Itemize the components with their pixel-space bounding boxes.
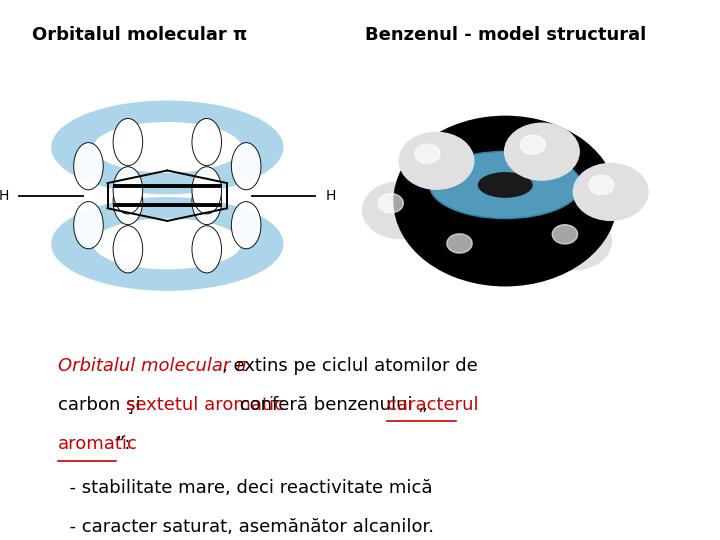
Ellipse shape (231, 201, 261, 249)
Text: - stabilitate mare, deci reactivitate mică: - stabilitate mare, deci reactivitate mi… (58, 479, 433, 497)
Text: aromatic: aromatic (58, 435, 138, 453)
Ellipse shape (113, 226, 143, 273)
Text: H: H (325, 188, 336, 202)
Text: conferă benzenului „: conferă benzenului „ (233, 396, 427, 414)
Ellipse shape (73, 201, 103, 249)
Text: carbon şi: carbon şi (58, 396, 147, 414)
Ellipse shape (192, 167, 222, 214)
Circle shape (589, 176, 614, 194)
Text: - caracter saturat, asemănător alcanilor.: - caracter saturat, asemănător alcanilor… (58, 518, 434, 536)
Text: Orbitalul molecular π: Orbitalul molecular π (32, 26, 247, 44)
Ellipse shape (231, 143, 261, 190)
Text: Orbitalul molecular π: Orbitalul molecular π (58, 356, 247, 375)
Circle shape (399, 132, 474, 189)
Circle shape (378, 193, 403, 213)
Text: Benzenul - model structural: Benzenul - model structural (364, 26, 646, 44)
Circle shape (431, 222, 506, 279)
Text: H: H (0, 188, 9, 202)
Ellipse shape (478, 172, 533, 198)
Text: , extins pe ciclul atomilor de: , extins pe ciclul atomilor de (222, 356, 478, 375)
Circle shape (363, 182, 437, 239)
Circle shape (552, 225, 577, 244)
Circle shape (447, 234, 472, 253)
Ellipse shape (430, 151, 581, 219)
Ellipse shape (51, 197, 284, 291)
Ellipse shape (51, 100, 284, 194)
Ellipse shape (192, 118, 222, 166)
Circle shape (394, 116, 616, 286)
Text: ”:: ”: (116, 435, 132, 453)
Circle shape (573, 164, 648, 220)
Ellipse shape (113, 178, 143, 225)
Ellipse shape (73, 143, 103, 190)
Ellipse shape (192, 226, 222, 273)
Ellipse shape (113, 118, 143, 166)
Ellipse shape (94, 219, 241, 269)
Circle shape (536, 213, 611, 269)
Ellipse shape (192, 178, 222, 225)
Text: sextetul aromatic: sextetul aromatic (126, 396, 284, 414)
Circle shape (520, 135, 545, 154)
Circle shape (505, 123, 579, 180)
Ellipse shape (94, 122, 241, 173)
Ellipse shape (113, 167, 143, 214)
Circle shape (415, 144, 440, 164)
Text: caracterul: caracterul (387, 396, 479, 414)
